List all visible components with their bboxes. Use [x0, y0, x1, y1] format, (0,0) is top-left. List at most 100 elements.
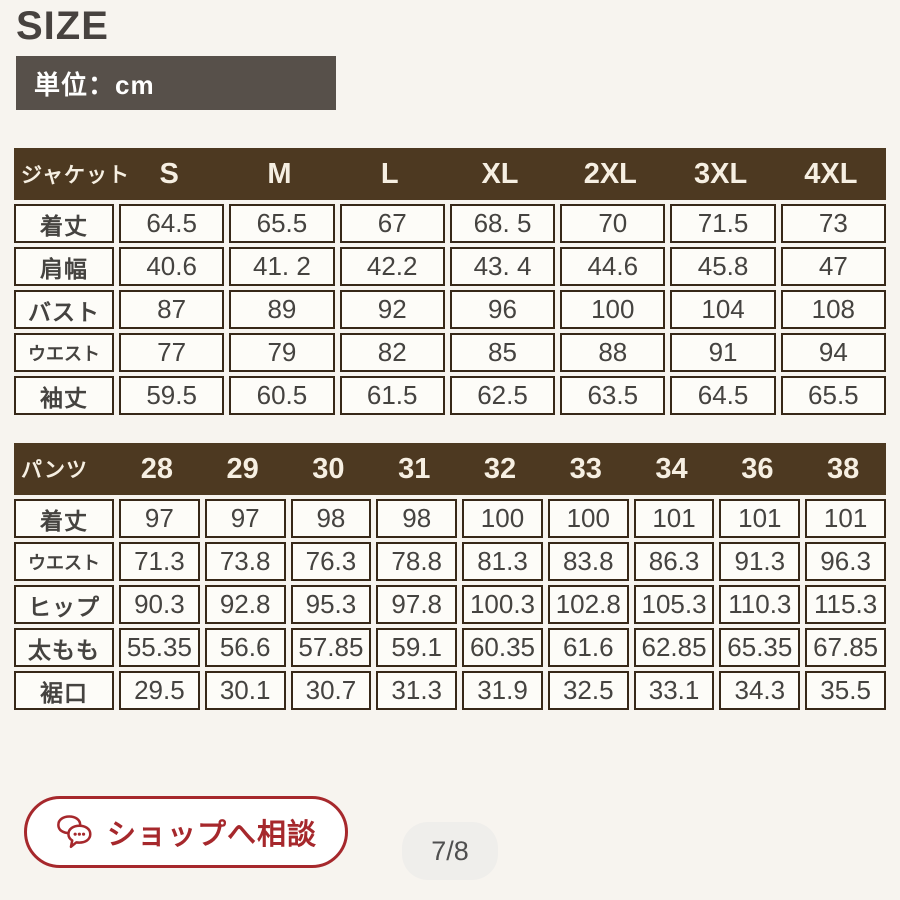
- consult-button-label: ショップへ相談: [107, 819, 318, 851]
- size-value-cell: 83.8: [547, 542, 629, 581]
- size-value-cell: 31.3: [376, 671, 458, 710]
- size-value-cell: 47: [780, 247, 886, 286]
- size-column-header: 30: [312, 452, 345, 485]
- size-value-cell: 44.6: [560, 247, 666, 286]
- size-value-cell: 43. 4: [449, 247, 556, 286]
- size-value-cell: 65.35: [719, 628, 801, 667]
- size-value-cell: 60.5: [229, 376, 335, 415]
- size-value-cell: 30.1: [204, 671, 286, 710]
- size-value-cell: 76.3: [290, 542, 372, 581]
- size-value-cell: 96: [449, 290, 556, 329]
- size-value-cell: 42.2: [339, 247, 445, 286]
- size-column-header: M: [267, 157, 292, 190]
- size-value-cell: 105.3: [633, 585, 715, 624]
- size-value-cell: 63.5: [560, 376, 666, 415]
- size-column-header: L: [380, 157, 399, 190]
- size-column-header: XL: [481, 157, 519, 190]
- size-value-cell: 67.85: [805, 628, 886, 667]
- size-value-cell: 70: [560, 204, 666, 243]
- size-value-cell: 100: [462, 499, 543, 538]
- row-label-cell: ヒップ: [14, 585, 114, 624]
- size-value-cell: 98: [376, 499, 458, 538]
- size-column-header: 36: [741, 452, 774, 485]
- size-value-cell: 71.3: [119, 542, 200, 581]
- size-column-header: 31: [398, 452, 431, 485]
- row-label-cell: ウエスト: [14, 333, 114, 372]
- unit-label: 単位：cm: [34, 69, 155, 100]
- size-value-cell: 90.3: [119, 585, 200, 624]
- size-value-cell: 86.3: [633, 542, 715, 581]
- table-header-row: ジャケット S M L XL 2XL 3XL 4XL: [14, 148, 886, 200]
- chat-bubbles-icon: [57, 814, 92, 848]
- size-value-cell: 61.5: [339, 376, 445, 415]
- size-value-cell: 95.3: [290, 585, 372, 624]
- size-value-cell: 82: [339, 333, 445, 372]
- row-label-cell: バスト: [14, 290, 114, 329]
- size-value-cell: 91.3: [719, 542, 801, 581]
- size-column-header: 34: [655, 452, 688, 485]
- size-value-cell: 91: [670, 333, 776, 372]
- row-label-cell: 着丈: [14, 499, 114, 538]
- size-value-cell: 57.85: [290, 628, 372, 667]
- size-value-cell: 33.1: [633, 671, 715, 710]
- size-value-cell: 60.35: [462, 628, 543, 667]
- size-column-header: 28: [140, 452, 174, 485]
- size-value-cell: 56.6: [204, 628, 286, 667]
- size-value-cell: 30.7: [290, 671, 372, 710]
- size-value-cell: 97.8: [376, 585, 458, 624]
- size-value-cell: 35.5: [805, 671, 886, 710]
- size-value-cell: 55.35: [119, 628, 200, 667]
- size-value-cell: 34.3: [719, 671, 801, 710]
- size-value-cell: 89: [229, 290, 335, 329]
- size-value-cell: 40.6: [119, 247, 225, 286]
- size-value-cell: 97: [119, 499, 200, 538]
- size-value-cell: 100.3: [462, 585, 543, 624]
- size-value-cell: 104: [670, 290, 776, 329]
- row-label-cell: ウエスト: [14, 542, 114, 581]
- size-value-cell: 101: [719, 499, 801, 538]
- size-value-cell: 62.85: [633, 628, 715, 667]
- row-label-cell: 袖丈: [14, 376, 114, 415]
- pants-size-table: パンツ 28 29 30 31 32 33 34 36 38 着丈 97 97 98 98 100 100 101…: [14, 443, 886, 710]
- size-value-cell: 115.3: [805, 585, 886, 624]
- size-value-cell: 108: [780, 290, 886, 329]
- size-value-cell: 100: [560, 290, 666, 329]
- size-value-cell: 41. 2: [229, 247, 335, 286]
- size-value-cell: 45.8: [670, 247, 776, 286]
- size-column-header: 29: [226, 452, 259, 485]
- size-value-cell: 88: [560, 333, 666, 372]
- size-value-cell: 100: [547, 499, 629, 538]
- size-value-cell: 92: [339, 290, 445, 329]
- size-value-cell: 31.9: [462, 671, 543, 710]
- jacket-size-table: ジャケット S M L XL 2XL 3XL 4XL 着丈 64.5 65.5 67 68. 5 70 71…: [14, 148, 886, 415]
- size-value-cell: 29.5: [119, 671, 200, 710]
- size-value-cell: 65.5: [780, 376, 886, 415]
- size-column-header: 2XL: [583, 157, 637, 190]
- size-column-header: 33: [569, 452, 602, 485]
- size-value-cell: 68. 5: [449, 204, 556, 243]
- size-value-cell: 62.5: [449, 376, 556, 415]
- size-value-cell: 98: [290, 499, 372, 538]
- size-column-header: S: [159, 157, 179, 190]
- size-value-cell: 101: [805, 499, 886, 538]
- size-value-cell: 71.5: [670, 204, 776, 243]
- size-value-cell: 87: [119, 290, 225, 329]
- size-value-cell: 81.3: [462, 542, 543, 581]
- page-title: SIZE: [16, 4, 109, 48]
- unit-label-box: 単位：cm: [16, 56, 336, 110]
- size-value-cell: 77: [119, 333, 225, 372]
- consult-shop-button[interactable]: ショップへ相談: [24, 796, 349, 868]
- size-value-cell: 85: [449, 333, 556, 372]
- size-value-cell: 78.8: [376, 542, 458, 581]
- size-value-cell: 96.3: [805, 542, 886, 581]
- size-column-header: 4XL: [804, 157, 858, 190]
- size-value-cell: 102.8: [547, 585, 629, 624]
- size-value-cell: 79: [229, 333, 335, 372]
- size-value-cell: 59.1: [376, 628, 458, 667]
- size-value-cell: 64.5: [119, 204, 225, 243]
- table-header-row: パンツ 28 29 30 31 32 33 34 36 38: [14, 443, 886, 495]
- table-body: 着丈 64.5 65.5 67 68. 5 70 71.5 73 肩幅 40.6 41. 2 42.2…: [14, 204, 886, 415]
- size-value-cell: 64.5: [670, 376, 776, 415]
- size-value-cell: 110.3: [719, 585, 801, 624]
